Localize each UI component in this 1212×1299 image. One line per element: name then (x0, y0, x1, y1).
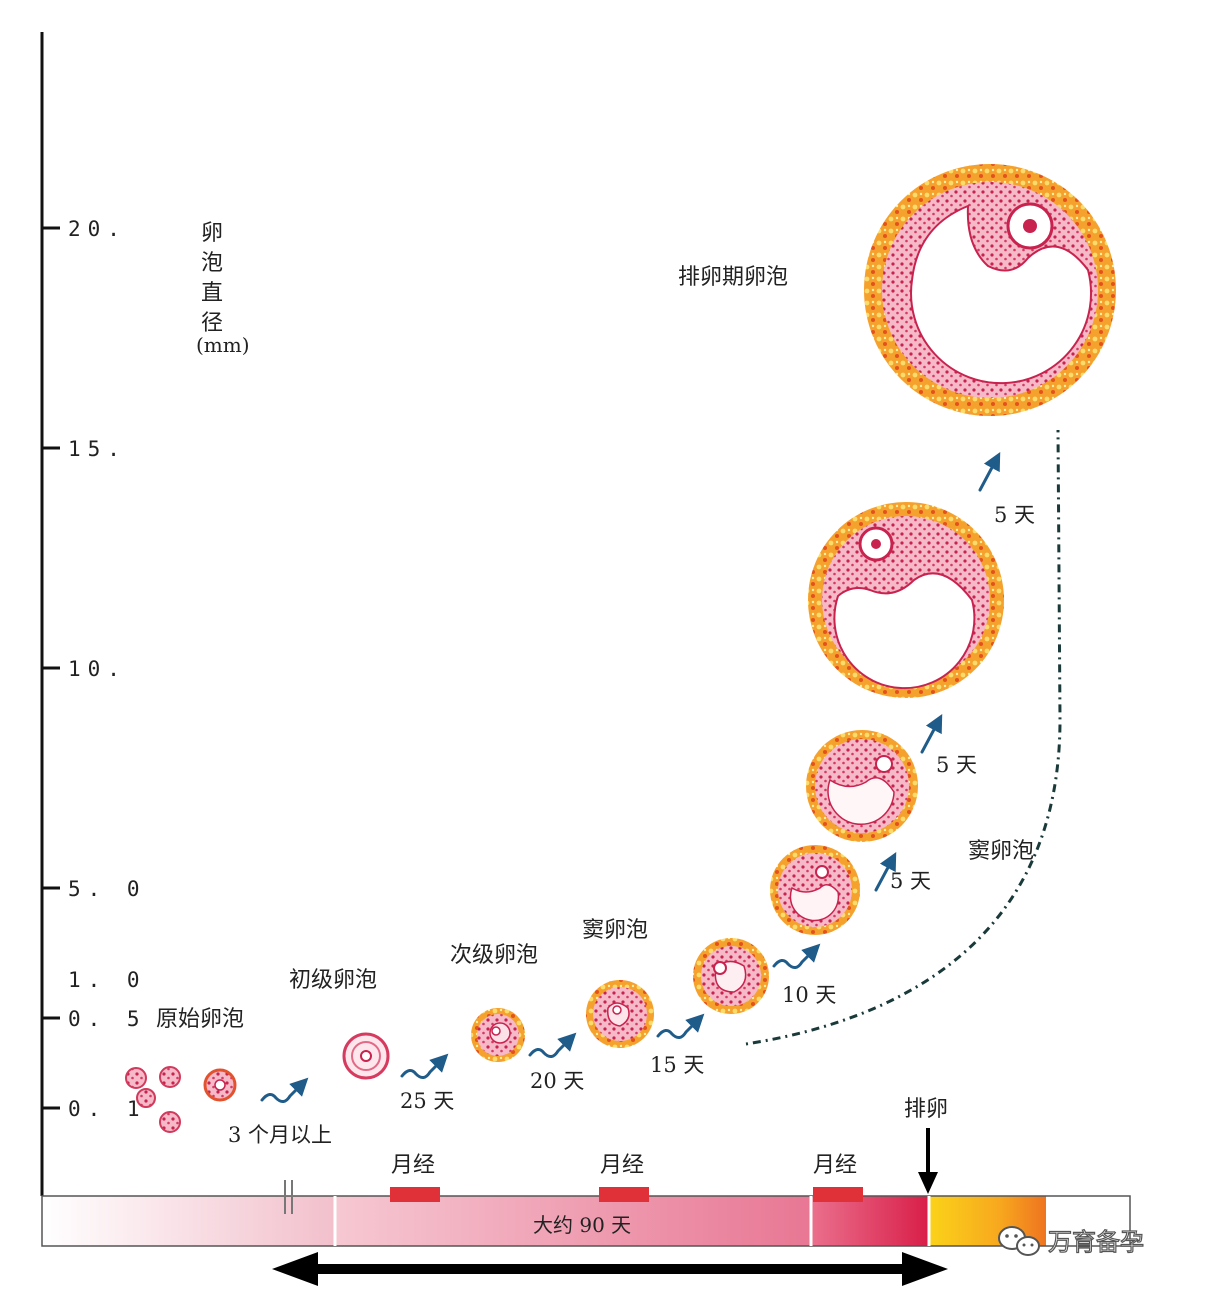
label-ovulatory-follicle: 排卵期卵泡 (678, 265, 788, 290)
label-primary-follicle: 初级卵泡 (289, 968, 377, 993)
axis-unit: (mm) (196, 333, 250, 357)
menses-marker-2 (599, 1187, 649, 1202)
menses-label-3: 月经 (813, 1153, 857, 1178)
tick-label-1: 1. 0 (68, 968, 147, 992)
y-axis-ticks (42, 226, 60, 1110)
watermark-text: 万育备孕 (1048, 1228, 1144, 1256)
ovulatory-follicle (864, 164, 1116, 416)
duration-label-3: 20 天 (530, 1069, 584, 1093)
duration-label-8: 5 天 (994, 503, 1035, 527)
duration-label-2: 25 天 (400, 1089, 454, 1113)
duration-label-1: 3 个月以上 (228, 1123, 332, 1147)
growth-arrows (260, 452, 1001, 1103)
tick-label-15: 15. (68, 437, 127, 461)
ovulation-arrow (918, 1128, 938, 1194)
early-antral-follicle (586, 980, 654, 1048)
large-antral-follicle (808, 502, 1004, 698)
tick-label-05: 0. 5 (68, 1007, 147, 1031)
duration-label-7: 5 天 (936, 753, 977, 777)
label-secondary-follicle: 次级卵泡 (450, 943, 538, 968)
tick-label-5: 5. 0 (68, 877, 147, 901)
duration-label-4: 15 天 (650, 1053, 704, 1077)
duration-label-6: 5 天 (890, 869, 931, 893)
timeline-center-label: 大约 90 天 (533, 1213, 631, 1237)
duration-double-arrow (272, 1252, 948, 1286)
ovulation-label: 排卵 (904, 1097, 948, 1122)
watermark: 万育备孕 (996, 1222, 1186, 1262)
menses-label-1: 月经 (391, 1153, 435, 1178)
tick-label-01: 0. 1 (68, 1097, 147, 1121)
duration-label-5: 10 天 (782, 983, 836, 1007)
antral-dotted-curve (745, 429, 1062, 1046)
axis-title-char-2: 泡 (201, 251, 223, 276)
menses-marker-1 (390, 1187, 440, 1202)
primordial-follicles (125, 1066, 237, 1133)
tick-label-10: 10. (68, 657, 127, 681)
tick-label-20: 20. (68, 217, 127, 241)
axis-title-char-4: 径 (201, 311, 223, 336)
primary-follicle (342, 1032, 390, 1080)
timeline-bar (41, 1180, 1131, 1247)
wechat-icon (998, 1226, 1040, 1256)
label-antral-follicle: 窦卵泡 (582, 918, 648, 943)
label-primordial-follicle: 原始卵泡 (156, 1007, 244, 1032)
antral-follicle-4 (806, 730, 918, 842)
secondary-follicle (471, 1008, 525, 1062)
menses-marker-3 (813, 1187, 863, 1202)
axis-title-char-3: 直 (201, 281, 223, 306)
axis-title-char-1: 卵 (201, 221, 223, 246)
menses-label-2: 月经 (600, 1153, 644, 1178)
antral-follicle-2 (693, 938, 769, 1014)
antral-follicle-3 (770, 845, 860, 935)
label-antral-follicle-right: 窦卵泡 (968, 839, 1034, 864)
